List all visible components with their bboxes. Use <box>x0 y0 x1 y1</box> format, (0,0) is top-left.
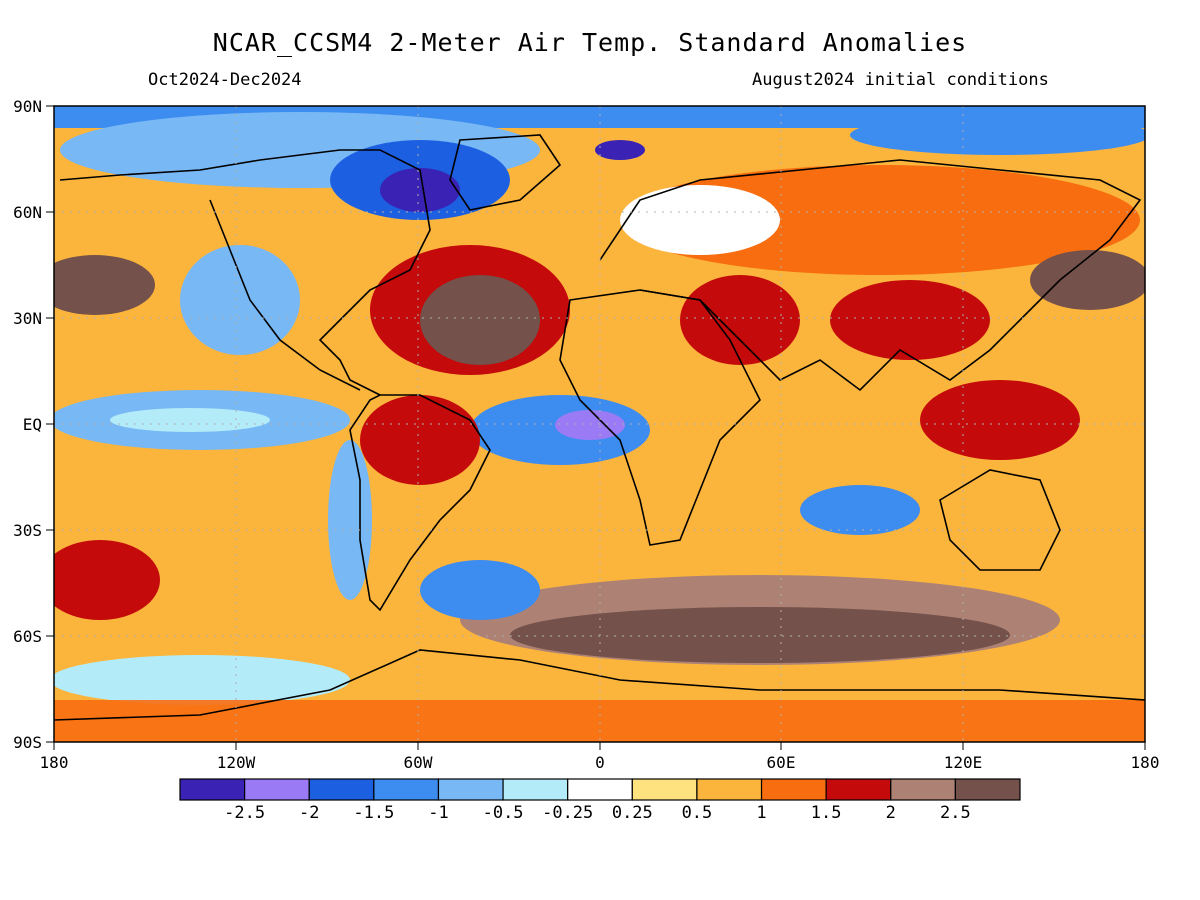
initial-conditions: August2024 initial conditions <box>752 70 1049 90</box>
lat-label-90n: 90N <box>13 97 42 116</box>
north-america-west-coast <box>209 199 361 391</box>
colorbar-swatch-9 <box>760 778 827 801</box>
lon-label-60e: 60E <box>767 753 796 772</box>
south-america-coast <box>349 394 491 612</box>
middle-east-warm <box>680 275 800 365</box>
gulf-of-guinea-cold <box>555 410 625 440</box>
colorbar-swatch-2 <box>308 778 375 801</box>
tibet-warm <box>830 280 990 360</box>
colorbar-swatch-8 <box>696 778 763 801</box>
amazon-warm <box>360 395 480 485</box>
colorbar-tick-label: -2.5 <box>224 803 265 823</box>
chile-coast-cool <box>328 440 372 600</box>
forecast-period: Oct2024-Dec2024 <box>148 70 302 90</box>
colorbar-tick-label: 1 <box>756 803 766 823</box>
lon-label-120w: 120W <box>217 753 256 772</box>
eurasia-warm <box>620 165 1140 275</box>
lon-label-180e: 180 <box>1131 753 1160 772</box>
siberia-arctic-cool <box>850 115 1145 155</box>
colorbar-swatch-1 <box>244 778 310 801</box>
south-atlantic-cool <box>420 560 540 620</box>
eastern-europe-neutral <box>620 185 780 255</box>
colorbar-swatch-7 <box>631 778 698 801</box>
colorbar-swatch-12 <box>954 778 1021 801</box>
maritime-continent-warm <box>920 380 1080 460</box>
colorbar-swatch-6 <box>567 778 633 801</box>
north-america-coast <box>59 149 431 396</box>
coastlines <box>53 134 1146 721</box>
colorbar: -2.5 -2 -1.5 -1 -0.5 -0.25 0.25 0.5 1 1.5 2 2.5 <box>179 778 1021 823</box>
colorbar-swatch-3 <box>373 778 440 801</box>
north-pacific-hot <box>54 255 155 315</box>
colorbar-swatch-10 <box>825 778 892 801</box>
greenland-coast <box>449 134 562 211</box>
colorbar-swatch-11 <box>890 778 956 801</box>
tropical-pacific-neutral <box>110 408 270 432</box>
australia-coast <box>939 469 1061 571</box>
lat-label-eq: EQ <box>23 415 42 434</box>
lat-label-90s: 90S <box>13 733 42 752</box>
colorbar-tick-label: 1.5 <box>811 803 842 823</box>
colorbar-tick-label: -0.25 <box>542 803 593 823</box>
colorbar-swatch-0 <box>179 778 246 801</box>
lon-label-180w: 180 <box>40 753 69 772</box>
africa-coast <box>559 289 761 546</box>
colorbar-tick-label: -2 <box>299 803 319 823</box>
lon-label-120e: 120E <box>944 753 983 772</box>
map-title: NCAR_CCSM4 2-Meter Air Temp. Standard An… <box>212 28 968 57</box>
northwest-pacific-hot <box>1030 250 1145 310</box>
colorbar-tick-label: 0.25 <box>612 803 653 823</box>
east-pacific-cool <box>180 245 300 355</box>
colorbar-tick-label: -0.5 <box>483 803 524 823</box>
south-indian-cool <box>800 485 920 535</box>
lon-label-60w: 60W <box>404 753 433 772</box>
lat-label-60s: 60S <box>13 627 42 646</box>
latitude-axis: 90N 60N 30N EQ 30S 60S 90S <box>13 97 54 752</box>
longitude-axis: 180 120W 60W 0 60E 120E 180 <box>40 742 1160 772</box>
colorbar-swatch-5 <box>502 778 569 801</box>
colorbar-tick-label: 2 <box>886 803 896 823</box>
ross-sea-neutral <box>54 655 350 705</box>
gridlines <box>54 106 1145 742</box>
colorbar-tick-label: 0.5 <box>682 803 713 823</box>
colorbar-tick-label: -1.5 <box>353 803 394 823</box>
colorbar-tick-label: -1 <box>428 803 448 823</box>
north-atlantic-hot <box>420 275 540 365</box>
lat-label-30n: 30N <box>13 309 42 328</box>
eurasia-coast <box>599 159 1142 392</box>
greenland-coldest <box>380 168 460 212</box>
barents-cold <box>595 140 645 160</box>
lat-label-30s: 30S <box>13 521 42 540</box>
lat-label-60n: 60N <box>13 203 42 222</box>
antarctica-coast <box>53 649 1146 721</box>
colorbar-tick-label: 2.5 <box>940 803 971 823</box>
south-pacific-warm <box>54 540 160 620</box>
southern-ocean-hot <box>510 607 1010 663</box>
colorbar-swatch-4 <box>437 778 504 801</box>
lon-label-0: 0 <box>595 753 605 772</box>
